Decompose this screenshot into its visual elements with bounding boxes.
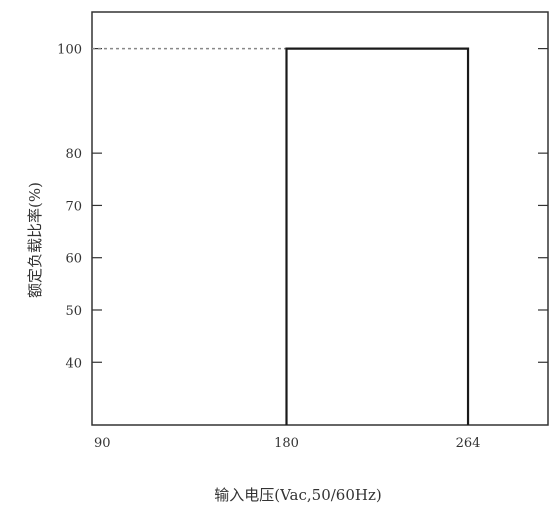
y-tick-label: 70 [65, 199, 82, 214]
y-tick-label: 50 [65, 304, 82, 319]
y-tick-label: 80 [65, 147, 82, 162]
x-tick-label: 90 [94, 436, 111, 451]
y-tick-label: 100 [57, 43, 82, 58]
series-line [285, 47, 470, 425]
y-axis-ticks: 40 50 60 70 80 100 [57, 43, 548, 371]
x-axis-title: 输入电压(Vac,50/60Hz) [214, 486, 381, 504]
x-tick-label: 264 [456, 436, 481, 451]
x-tick-label: 180 [274, 436, 299, 451]
y-tick-label: 40 [65, 356, 82, 371]
y-axis-title: 额定负载比率(%) [26, 182, 44, 298]
y-tick-label: 60 [65, 252, 82, 267]
x-axis-ticks: 90 180 264 [94, 436, 480, 451]
plot-frame [91, 11, 549, 426]
